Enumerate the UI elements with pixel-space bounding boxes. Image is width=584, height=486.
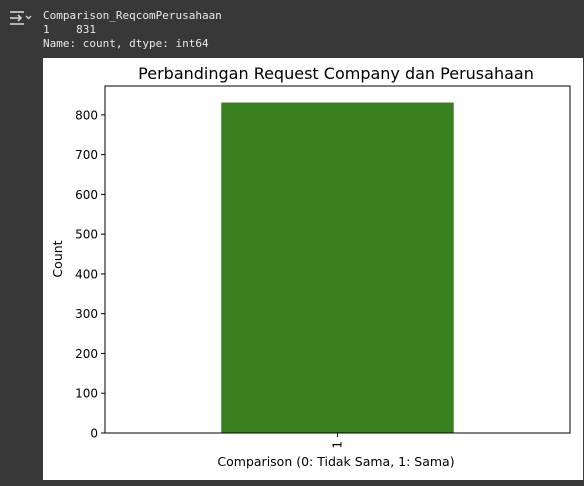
- y-tick-label: 200: [75, 347, 98, 361]
- y-axis-label: Count: [50, 240, 65, 277]
- y-tick-label: 700: [75, 148, 98, 162]
- console-output: Comparison_ReqcomPerusahaan 1 831 Name: co…: [43, 9, 222, 51]
- chart-title: Perbandingan Request Company dan Perusah…: [138, 64, 534, 83]
- y-tick-label: 600: [75, 188, 98, 202]
- x-tick-label: 1: [331, 441, 345, 449]
- output-line: Comparison_ReqcomPerusahaan: [43, 9, 222, 22]
- output-collapse-icon: [10, 11, 32, 25]
- y-tick-label: 400: [75, 267, 98, 281]
- output-line: 1 831: [43, 23, 96, 36]
- bar: [221, 102, 454, 434]
- bar-chart: Perbandingan Request Company dan Perusah…: [50, 64, 571, 469]
- y-tick-label: 0: [90, 427, 98, 441]
- y-tick-label: 100: [75, 387, 98, 401]
- x-axis-label: Comparison (0: Tidak Sama, 1: Sama): [217, 454, 454, 469]
- plot-frame: [104, 85, 571, 434]
- output-line: Name: count, dtype: int64: [43, 37, 209, 50]
- chart-figure: Perbandingan Request Company dan Perusah…: [43, 58, 583, 480]
- output-toggle[interactable]: [8, 8, 32, 28]
- y-tick-label: 500: [75, 228, 98, 242]
- y-tick-label: 800: [75, 108, 98, 122]
- y-tick-label: 300: [75, 307, 98, 321]
